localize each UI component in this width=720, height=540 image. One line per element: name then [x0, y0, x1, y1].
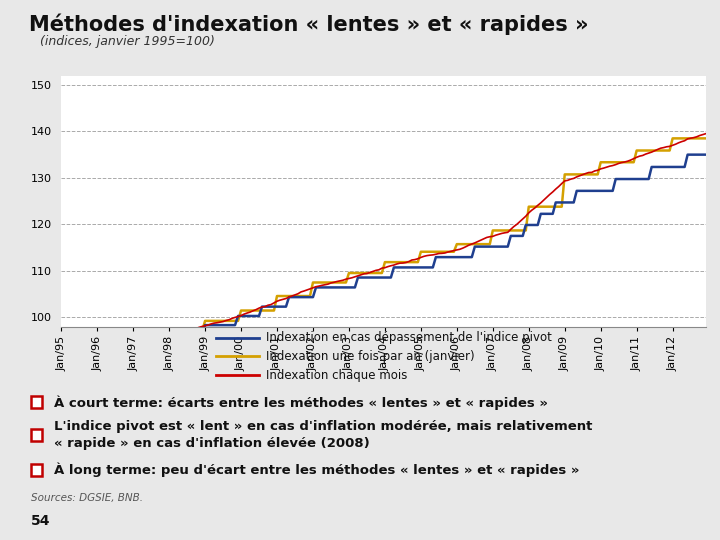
Text: (indices, janvier 1995=100): (indices, janvier 1995=100): [40, 35, 215, 48]
Text: À court terme: écarts entre les méthodes « lentes » et « rapides »: À court terme: écarts entre les méthodes…: [54, 395, 548, 409]
Text: Indexation chaque mois: Indexation chaque mois: [266, 369, 408, 382]
Text: 54: 54: [31, 514, 50, 528]
Text: L'indice pivot est « lent » en cas d'inflation modérée, mais relativement
« rapi: L'indice pivot est « lent » en cas d'inf…: [54, 420, 593, 450]
Text: Sources: DGSIE, BNB.: Sources: DGSIE, BNB.: [31, 493, 143, 503]
Text: Indexation une fois par an (janvier): Indexation une fois par an (janvier): [266, 350, 475, 363]
Text: Indexation en cas dépassement de l'indice pivot: Indexation en cas dépassement de l'indic…: [266, 331, 552, 344]
Text: À long terme: peu d'écart entre les méthodes « lentes » et « rapides »: À long terme: peu d'écart entre les méth…: [54, 463, 580, 477]
Text: Méthodes d'indexation « lentes » et « rapides »: Méthodes d'indexation « lentes » et « ra…: [29, 14, 588, 35]
